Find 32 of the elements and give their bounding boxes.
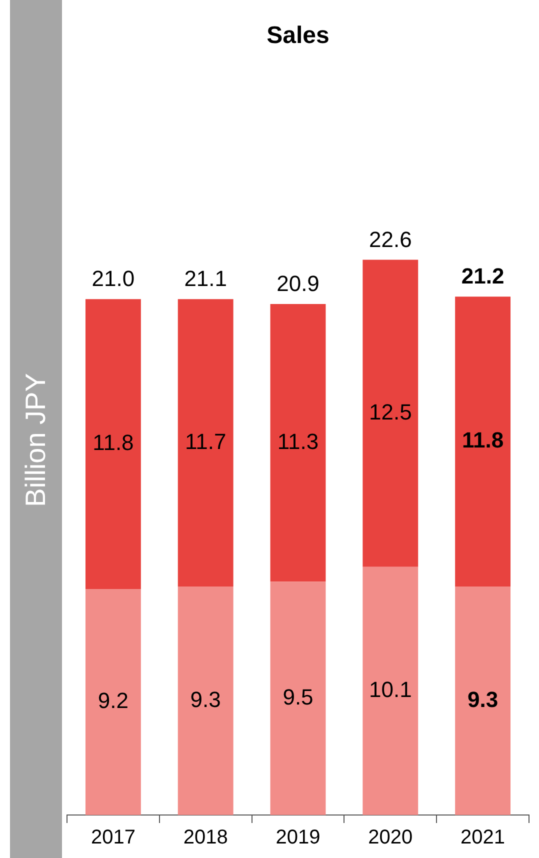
data-label: 9.3	[468, 686, 498, 712]
bar	[85, 588, 141, 815]
data-label: 12.5	[368, 399, 412, 424]
bar	[270, 582, 326, 815]
bar	[455, 296, 511, 587]
total-label: 21.2	[461, 264, 504, 289]
x-tick-label: 2021	[460, 826, 506, 849]
bar	[85, 299, 141, 589]
x-tick-label: 2018	[183, 826, 228, 849]
bar	[178, 586, 234, 815]
bar	[455, 586, 511, 815]
bar	[270, 304, 326, 582]
chart-title: Sales	[266, 22, 330, 50]
x-tick-label: 2017	[90, 826, 136, 849]
data-label: 11.3	[277, 428, 319, 454]
data-label: 9.5	[282, 684, 314, 710]
x-tick-label: 2020	[368, 826, 413, 849]
total-label: 22.6	[368, 226, 412, 252]
data-label: 11.8	[92, 430, 134, 456]
bar	[362, 566, 418, 815]
bar	[178, 299, 234, 587]
data-label: 11.7	[185, 428, 226, 454]
x-tick-label: 2019	[276, 826, 320, 849]
data-label: 10.1	[368, 676, 412, 702]
data-label: 11.8	[462, 428, 504, 453]
data-label: 9.3	[190, 686, 221, 712]
total-label: 21.1	[184, 266, 228, 292]
y-axis-title: Billion JPY	[20, 373, 52, 507]
bar	[362, 260, 418, 567]
data-label: 9.2	[98, 688, 128, 714]
total-label: 20.9	[276, 271, 320, 296]
total-label: 21.0	[92, 266, 135, 292]
